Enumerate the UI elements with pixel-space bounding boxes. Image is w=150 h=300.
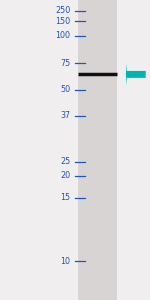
- Text: 50: 50: [60, 85, 70, 94]
- Text: 10: 10: [60, 256, 70, 266]
- Text: 150: 150: [55, 16, 70, 26]
- Text: 75: 75: [60, 58, 70, 68]
- Text: 20: 20: [60, 171, 70, 180]
- Text: 37: 37: [60, 111, 70, 120]
- Text: 25: 25: [60, 158, 70, 166]
- Text: 15: 15: [60, 194, 70, 202]
- Bar: [78, 0, 117, 300]
- Text: 100: 100: [56, 32, 70, 40]
- Text: 250: 250: [55, 6, 70, 15]
